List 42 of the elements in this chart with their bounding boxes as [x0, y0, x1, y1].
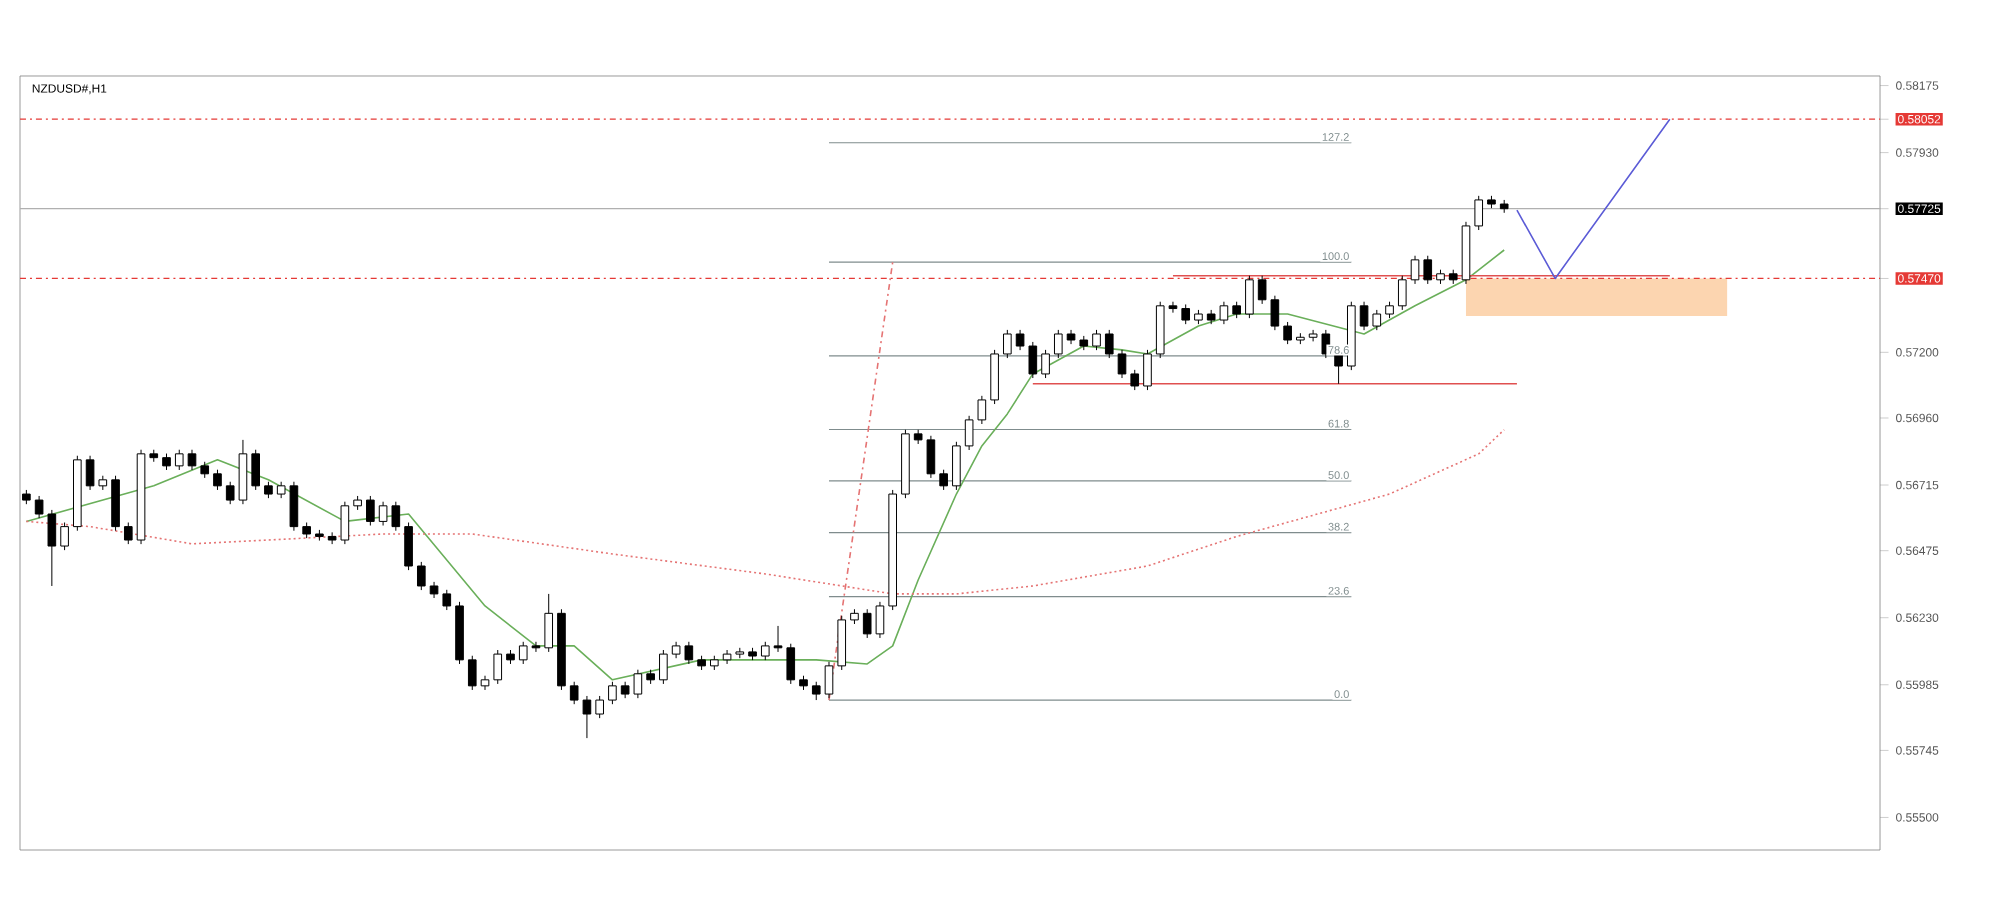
candlestick: [824, 661, 834, 699]
candlestick: [1283, 321, 1292, 345]
candlestick: [213, 469, 222, 491]
candlestick: [1117, 349, 1127, 379]
candlestick: [60, 522, 69, 551]
candlestick: [174, 449, 184, 471]
candlestick: [544, 593, 554, 653]
candlestick: [595, 695, 604, 719]
candlestick: [1410, 255, 1420, 285]
candlestick: [416, 561, 426, 591]
candlestick: [1397, 275, 1407, 311]
candlestick: [990, 349, 999, 405]
candlestick: [123, 522, 133, 545]
candlestick: [952, 441, 961, 491]
candlestick: [1474, 195, 1484, 231]
line-series: [25, 249, 1505, 681]
candlestick: [404, 522, 413, 571]
candlestick: [251, 449, 261, 491]
candlestick: [1130, 369, 1140, 391]
candlestick: [1143, 349, 1152, 391]
candlestick: [1423, 255, 1433, 285]
candlestick: [773, 625, 783, 653]
candlestick: [1104, 329, 1114, 359]
candlestick: [467, 655, 477, 691]
candlestick: [760, 641, 770, 661]
candlestick: [837, 615, 847, 671]
candlestick: [939, 469, 948, 491]
candlestick: [1053, 329, 1063, 359]
candlestick: [187, 449, 197, 471]
candlestick: [480, 675, 490, 691]
candlestick: [366, 495, 375, 527]
candlestick: [111, 475, 120, 532]
candlestick: [493, 649, 503, 685]
candlestick: [786, 643, 796, 685]
candlestick: [608, 681, 617, 705]
candlestick: [1092, 329, 1101, 351]
candlestick: [1003, 329, 1012, 359]
candlestick: [1041, 349, 1050, 379]
candlestick: [1181, 303, 1191, 325]
candlestick: [659, 649, 668, 685]
candlestick: [1245, 275, 1254, 319]
candlestick: [811, 681, 821, 701]
